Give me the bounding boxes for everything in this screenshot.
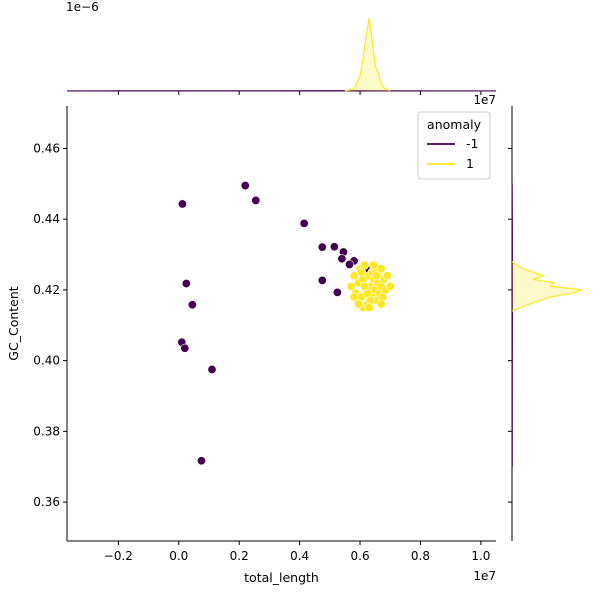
y-axis-offset-text: 1e7 bbox=[473, 93, 496, 107]
y-tick-label: 0.42 bbox=[33, 283, 60, 297]
data-point-pos1 bbox=[349, 292, 359, 302]
data-point-neg1 bbox=[317, 242, 327, 252]
points-layer bbox=[177, 181, 395, 466]
data-point-pos1 bbox=[346, 281, 356, 291]
data-point-neg1 bbox=[180, 343, 190, 353]
x-axis-offset-text: 1e7 bbox=[473, 569, 496, 583]
data-point-pos1 bbox=[354, 299, 364, 309]
data-point-pos1 bbox=[349, 271, 359, 281]
x-tick-label: 1.0 bbox=[471, 549, 490, 563]
x-tick-label: 0.0 bbox=[169, 549, 188, 563]
data-point-neg1 bbox=[240, 181, 250, 191]
top-marginal-density bbox=[66, 17, 497, 95]
data-point-pos1 bbox=[382, 271, 392, 281]
y-tick-label: 0.44 bbox=[33, 212, 60, 226]
data-point-neg1 bbox=[177, 199, 187, 209]
x-tick-label: 0.4 bbox=[290, 549, 309, 563]
legend: anomaly -1 1 bbox=[417, 111, 491, 180]
legend-label-pos1: 1 bbox=[466, 156, 474, 171]
y-tick-label: 0.40 bbox=[33, 354, 60, 368]
axes-layer: −0.2 0.0 0.2 0.4 0.6 0.8 1.0 0.36 0.38 0.40 0.42 0.… bbox=[33, 106, 496, 563]
data-point-neg1 bbox=[329, 242, 339, 252]
right-density-fill-pos1 bbox=[512, 261, 582, 312]
data-point-pos1 bbox=[360, 281, 370, 291]
data-point-neg1 bbox=[207, 364, 217, 374]
data-point-neg1 bbox=[181, 279, 191, 289]
x-tick-label: 0.6 bbox=[351, 549, 370, 563]
data-point-pos1 bbox=[357, 267, 367, 277]
x-axis-label: total_length bbox=[244, 570, 319, 585]
x-tick-label: −0.2 bbox=[104, 549, 133, 563]
legend-label-neg1: -1 bbox=[466, 136, 478, 151]
data-point-pos1 bbox=[372, 271, 382, 281]
data-point-pos1 bbox=[376, 299, 386, 309]
legend-title: anomaly bbox=[427, 117, 482, 132]
data-point-pos1 bbox=[376, 264, 386, 274]
y-tick-label: 0.36 bbox=[33, 495, 60, 509]
data-point-neg1 bbox=[187, 300, 197, 310]
y-tick-label: 0.38 bbox=[33, 424, 60, 438]
y-tick-label: 0.46 bbox=[33, 141, 60, 155]
data-point-pos1 bbox=[369, 260, 379, 270]
data-point-neg1 bbox=[337, 254, 347, 264]
top-density-fill-pos1 bbox=[344, 18, 391, 91]
right-marginal-density bbox=[508, 106, 583, 541]
x-tick-label: 0.2 bbox=[230, 549, 249, 563]
right-density-line-pos1 bbox=[511, 261, 583, 312]
data-point-neg1 bbox=[344, 259, 354, 269]
data-point-neg1 bbox=[299, 218, 309, 228]
data-point-pos1 bbox=[385, 281, 395, 291]
data-point-neg1 bbox=[196, 456, 206, 466]
top-density-line-pos1 bbox=[344, 17, 391, 92]
y-axis-label: GC_Content bbox=[6, 286, 21, 360]
top-marginal-offset-text: 1e−6 bbox=[66, 0, 99, 14]
x-tick-label: 0.8 bbox=[411, 549, 430, 563]
data-point-pos1 bbox=[364, 303, 374, 313]
legend-box bbox=[417, 111, 491, 180]
data-point-neg1 bbox=[251, 195, 261, 205]
data-point-neg1 bbox=[317, 275, 327, 285]
data-point-neg1 bbox=[332, 287, 342, 297]
